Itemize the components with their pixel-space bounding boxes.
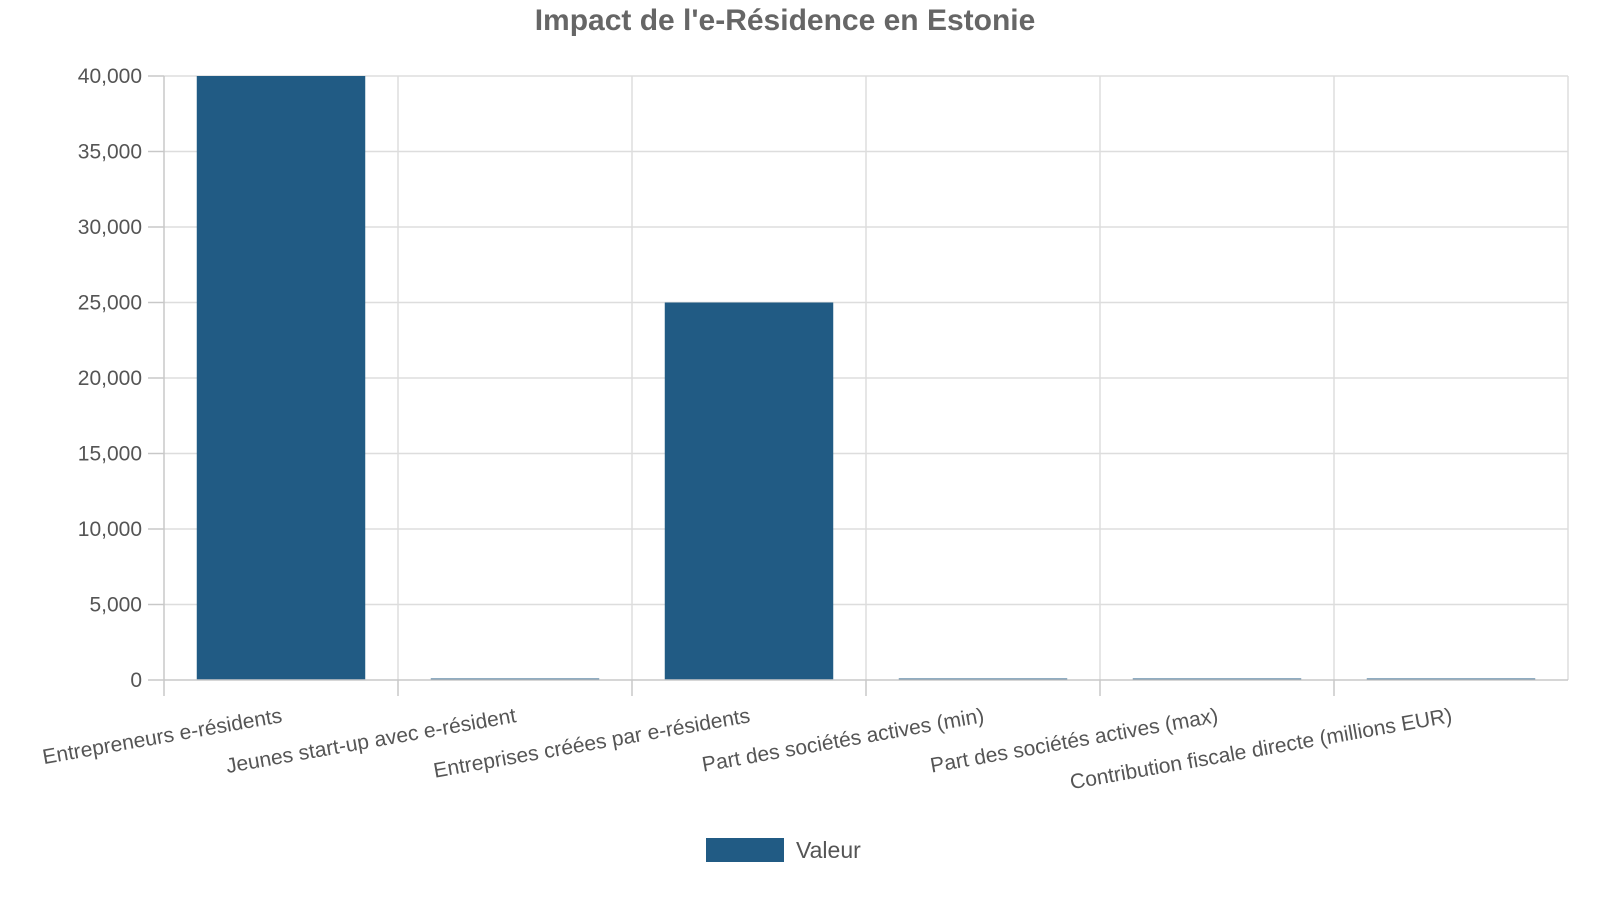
- grid: [164, 75, 1569, 680]
- legend-label-valeur: Valeur: [796, 837, 861, 863]
- legend[interactable]: Valeur: [706, 837, 861, 863]
- bar-1[interactable]: [196, 76, 366, 680]
- y-tick-label: 20,000: [78, 367, 142, 390]
- x-category-label: Contribution fiscale directe (millions E…: [1068, 704, 1454, 794]
- legend-swatch-valeur: [706, 838, 784, 862]
- bars: [196, 76, 1536, 681]
- y-tick-label: 25,000: [78, 292, 142, 315]
- chart-title: Impact de l'e-Résidence en Estonie: [535, 4, 1036, 37]
- axes: [163, 76, 1568, 696]
- y-tick-label: 10,000: [78, 518, 142, 541]
- y-axis-ticks: 0 5,000 10,000 15,000 20,000 25,000 30,000 35,0…: [78, 65, 164, 692]
- y-tick-label: 30,000: [78, 216, 142, 239]
- y-tick-label: 0: [130, 669, 142, 692]
- bar-3[interactable]: [664, 302, 834, 681]
- y-tick-label: 15,000: [78, 443, 142, 466]
- y-tick-label: 40,000: [78, 65, 142, 88]
- y-tick-label: 35,000: [78, 141, 142, 164]
- y-tick-label: 5,000: [89, 594, 142, 617]
